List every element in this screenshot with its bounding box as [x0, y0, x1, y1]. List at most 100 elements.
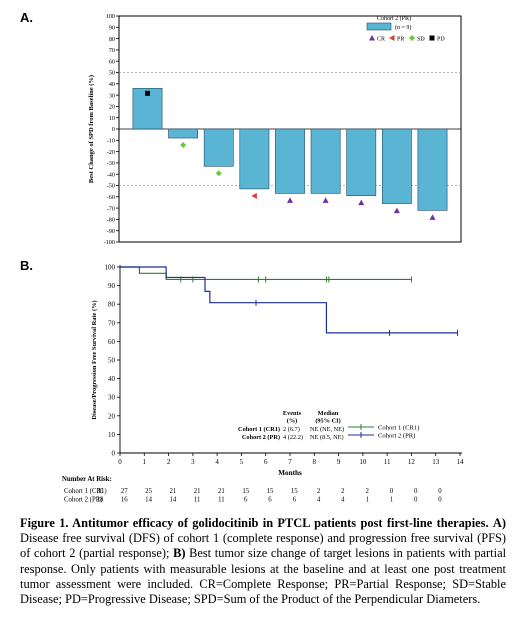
- legend-label: Cohort 2 (PR): [378, 433, 415, 440]
- y-tick-label: 0: [112, 126, 115, 133]
- y-tick-label: 70: [109, 47, 115, 54]
- risk-count: 30: [97, 488, 104, 495]
- caption-title: Figure 1. Antitumor efficacy of golidoci…: [20, 516, 489, 530]
- risk-count: 6: [268, 497, 272, 504]
- y-tick-label: 80: [109, 36, 115, 43]
- bar: [310, 128, 341, 194]
- risk-count: 6: [244, 497, 248, 504]
- risk-count: 21: [194, 488, 201, 495]
- legend-marker-pd: [429, 35, 435, 41]
- waterfall-chart: 1009080706050403020100-10-20-30-40-50-60…: [88, 13, 462, 246]
- figure-caption: Figure 1. Antitumor efficacy of golidoci…: [20, 516, 506, 607]
- risk-count: 11: [194, 497, 201, 504]
- x-tick-label: 6: [264, 458, 268, 466]
- y-tick-label: -50: [107, 183, 115, 190]
- x-tick-label: 4: [215, 458, 219, 466]
- risk-count: 16: [121, 497, 128, 504]
- risk-count: 25: [145, 488, 152, 495]
- summary-header-median: Median: [318, 410, 339, 417]
- x-tick-label: 13: [432, 458, 440, 466]
- legend-label: Cohort 1 (CR1): [378, 425, 419, 432]
- response-marker-sd: [180, 142, 187, 149]
- panel-b-label: B.: [20, 258, 33, 273]
- risk-count: 2: [365, 488, 369, 495]
- y-tick-label: 20: [108, 412, 116, 420]
- y-tick-label: 60: [109, 58, 115, 65]
- summary-header-median: (95% CI): [315, 418, 340, 425]
- legend-title: Cohort 2 (PR): [377, 15, 411, 22]
- legend-marker-pr: [389, 35, 395, 41]
- risk-table-title: Number At Risk:: [62, 476, 112, 483]
- legend-swatch: [366, 22, 392, 31]
- y-tick-label: 10: [109, 115, 115, 122]
- y-tick-label: 10: [108, 431, 116, 439]
- legend-marker-sd: [409, 35, 415, 41]
- bar: [239, 128, 270, 190]
- y-tick-label: -40: [107, 171, 115, 178]
- risk-count: 4: [317, 497, 321, 504]
- risk-count: 4: [341, 497, 345, 504]
- y-tick-label: 90: [109, 25, 115, 32]
- risk-count: 21: [169, 488, 176, 495]
- y-tick-label: -100: [104, 239, 115, 246]
- risk-count: 0: [414, 488, 418, 495]
- x-tick-label: 12: [408, 458, 416, 466]
- risk-count: 0: [438, 497, 442, 504]
- caption-a-label: A): [492, 516, 506, 530]
- survival-curve-2: [120, 266, 458, 334]
- risk-count: 15: [267, 488, 274, 495]
- risk-count: 6: [293, 497, 297, 504]
- y-axis-label: Best Change of SPD from Baseline (%): [88, 75, 95, 183]
- risk-row-label: Cohort 1 (CR1): [64, 488, 107, 495]
- y-tick-label: -80: [107, 217, 115, 224]
- bar: [168, 128, 199, 139]
- y-tick-label: 20: [109, 104, 115, 111]
- x-tick-label: 10: [359, 458, 367, 466]
- x-tick-label: 7: [288, 458, 292, 466]
- legend-n: (n = 9): [395, 24, 411, 31]
- y-tick-label: 50: [109, 70, 115, 77]
- y-tick-label: 50: [108, 357, 116, 365]
- risk-count: 0: [390, 488, 394, 495]
- risk-count: 0: [438, 488, 442, 495]
- x-tick-label: 5: [240, 458, 244, 466]
- risk-count: 2: [317, 488, 321, 495]
- y-tick-label: 90: [108, 282, 116, 290]
- summary-row-events: 2 (6.7): [283, 426, 300, 433]
- response-marker-cr: [287, 197, 293, 203]
- risk-count: 14: [169, 497, 176, 504]
- risk-count: 1: [390, 497, 393, 504]
- caption-b-label: B): [173, 546, 186, 561]
- y-tick-label: -70: [107, 205, 115, 212]
- x-tick-label: 9: [337, 458, 341, 466]
- y-tick-label: 70: [108, 319, 116, 327]
- summary-row-median: NE (8.5, NE): [310, 434, 344, 441]
- caption-a-text: Disease free survival (DFS) of cohort 1 …: [20, 531, 506, 561]
- risk-count: 2: [341, 488, 345, 495]
- y-tick-label: 60: [108, 338, 116, 346]
- x-tick-label: 2: [167, 458, 171, 466]
- caption-b-text: Best tumor size change of target lesions…: [20, 546, 507, 607]
- y-tick-label: 30: [109, 92, 115, 99]
- response-marker-cr: [322, 197, 329, 203]
- bar: [381, 128, 412, 204]
- y-tick-label: 100: [106, 13, 115, 20]
- summary-row-label: Cohort 2 (PR): [242, 434, 280, 441]
- x-tick-label: 11: [384, 458, 391, 466]
- y-tick-label: -60: [107, 194, 115, 201]
- risk-count: 18: [97, 497, 104, 504]
- summary-row-label: Cohort 1 (CR1): [238, 426, 280, 433]
- risk-count: 15: [291, 488, 298, 495]
- risk-count: 0: [414, 497, 418, 504]
- bar: [275, 128, 305, 194]
- bar: [417, 128, 448, 211]
- bar: [203, 128, 234, 167]
- y-tick-label: 80: [108, 301, 116, 309]
- risk-row-label: Cohort 2 (PR): [64, 497, 103, 504]
- y-tick-label: 40: [109, 81, 115, 88]
- y-axis-label: Disease/Progression Free Survival Rate (…: [91, 300, 98, 419]
- risk-count: 14: [145, 497, 152, 504]
- y-tick-label: -30: [107, 160, 115, 167]
- summary-header-events: Events: [283, 410, 302, 417]
